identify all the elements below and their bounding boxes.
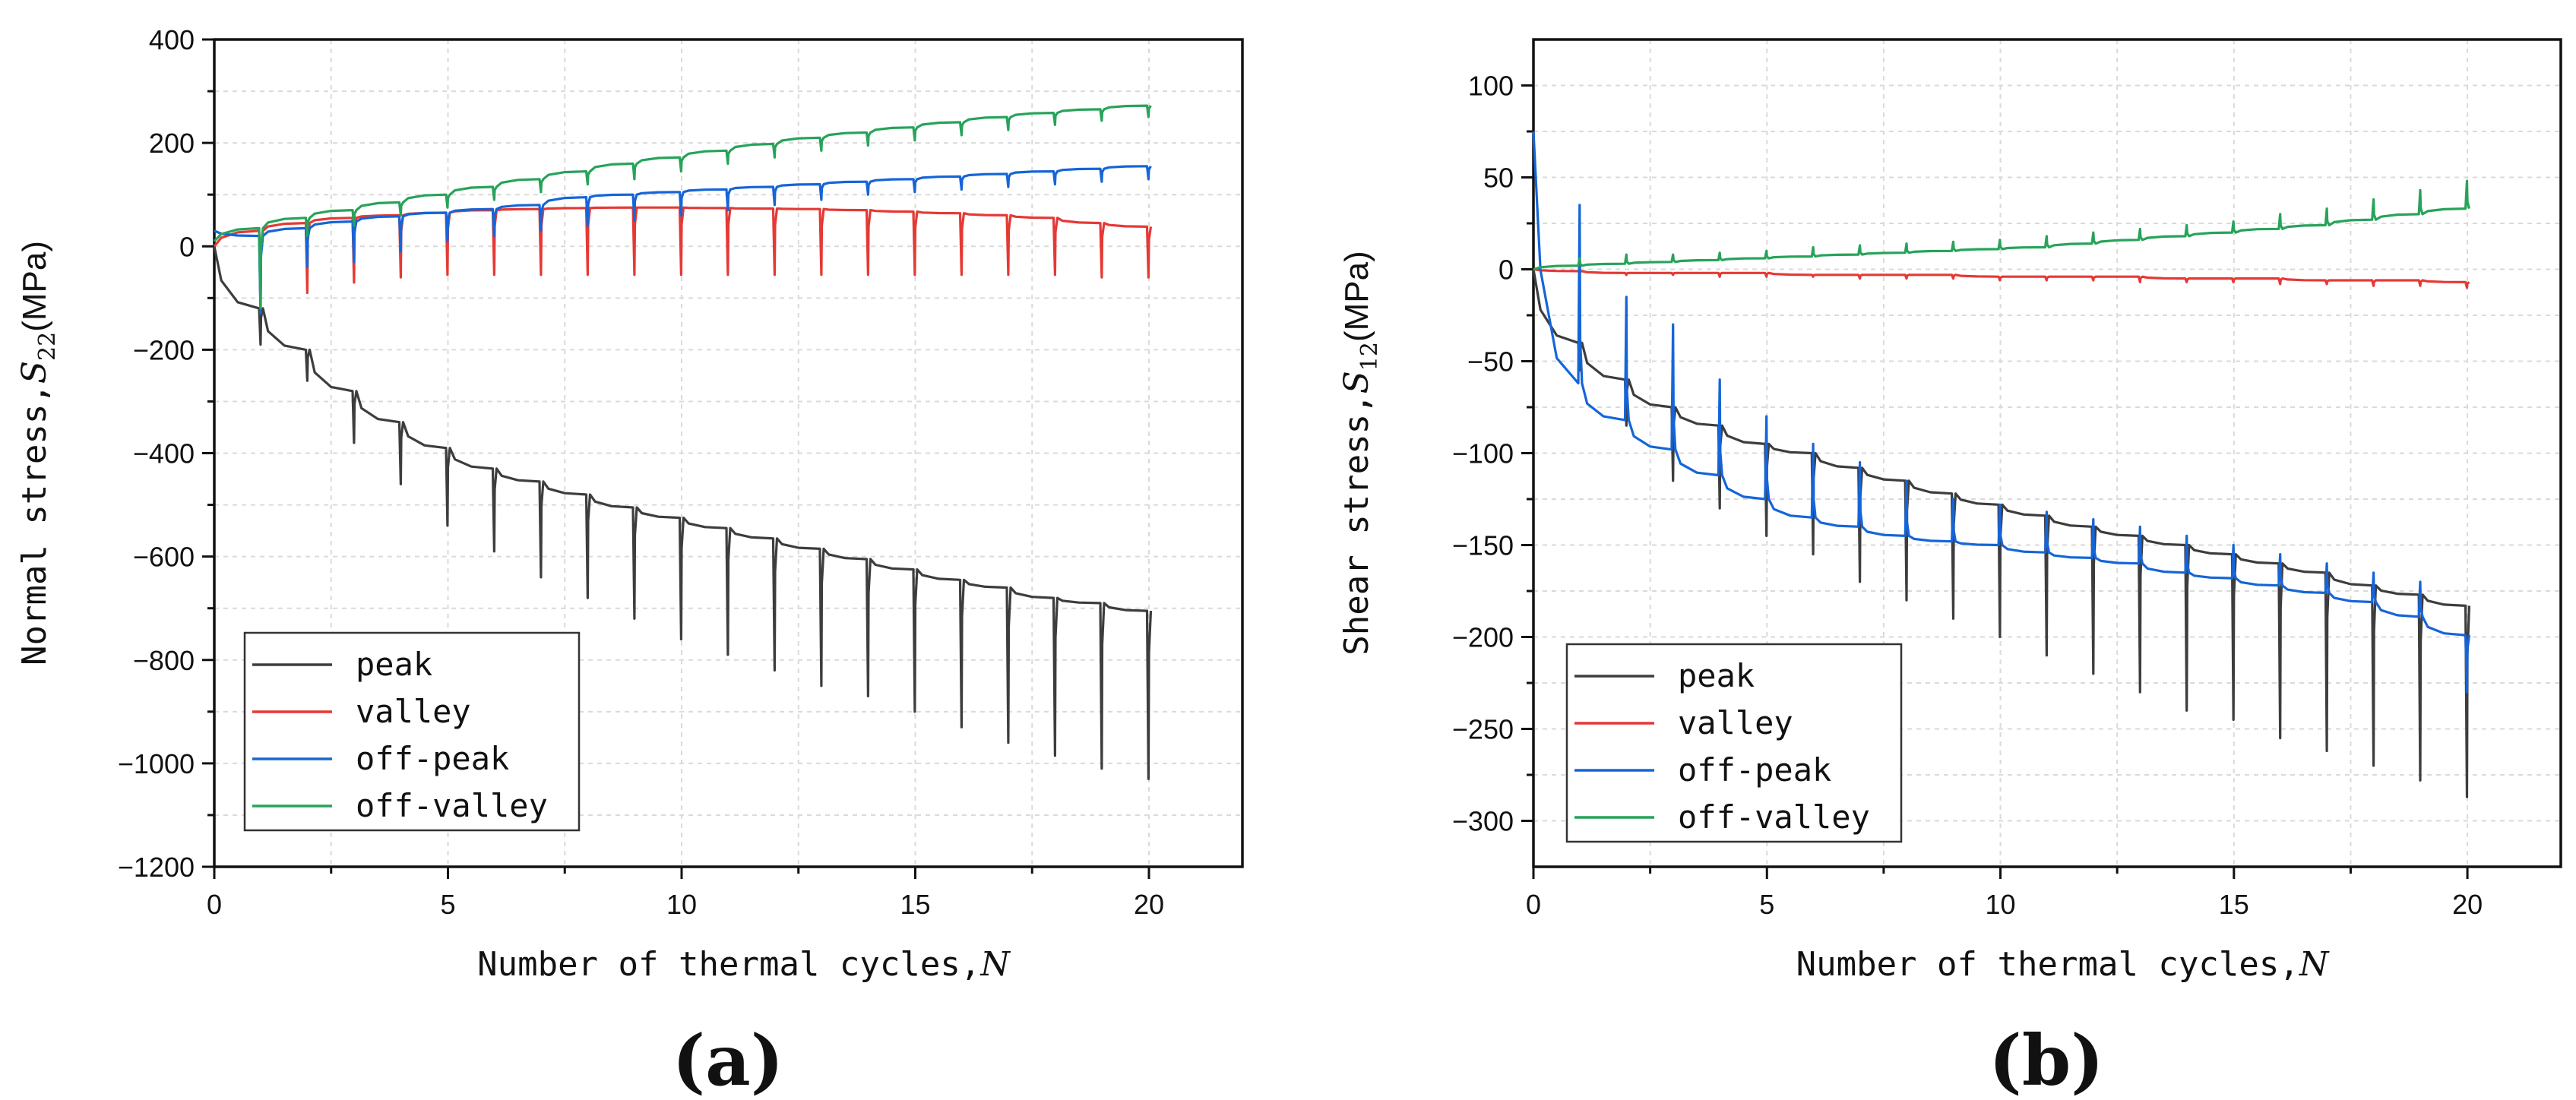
y-tick-label: 50 [1483, 163, 1514, 194]
chart-b: 0 5 10 15 20 −300 −250 −200 −150 −100 −50 0 50 100 Num… [1337, 38, 2562, 1100]
y-tick-label: −100 [1452, 438, 1514, 469]
x-tick-label: 5 [1759, 889, 1774, 920]
legend: peak valley off-peak off-valley [243, 631, 581, 832]
legend-label-off-valley: off-valley [1678, 798, 1870, 836]
grid [214, 40, 1242, 867]
y-tick-label: −50 [1467, 346, 1514, 378]
panel-label: (b) [1989, 1019, 2103, 1100]
y-tick-label: 0 [179, 231, 195, 262]
x-tick-label: 15 [900, 889, 930, 920]
legend-label-valley: valley [356, 693, 471, 730]
x-axis-title-var: N [979, 945, 1011, 984]
y-axis-title-sub: 12 [1356, 342, 1383, 371]
legend: peak valley off-peak off-valley [1565, 643, 1903, 843]
x-tick-label: 5 [440, 889, 455, 920]
series-line-peak [213, 245, 1153, 780]
y-tick-label: −600 [133, 542, 195, 573]
y-axis-title-var: S [15, 361, 54, 384]
y-tick-label: −1200 [118, 852, 195, 883]
series-line-off-peak [214, 165, 1152, 315]
x-axis-title-text: Number of thermal cycles, [1796, 945, 2299, 984]
series-line-off-peak [1532, 131, 2471, 694]
y-tick-label: 100 [1468, 71, 1514, 102]
legend-label-peak: peak [356, 646, 432, 683]
legend-label-off-peak: off-peak [1678, 751, 1831, 789]
y-axis-title-var: S [1337, 371, 1376, 394]
x-tick-label: 20 [2452, 889, 2483, 920]
y-tick-label: −250 [1452, 714, 1514, 745]
panel-label: (a) [672, 1019, 784, 1100]
x-axis-title: Number of thermal cycles,N [1796, 945, 2330, 984]
series-line-off-valley [1533, 179, 2471, 271]
legend-label-off-peak: off-peak [356, 740, 509, 777]
x-tick-label: 0 [1526, 889, 1541, 920]
y-axis-title-unit: (MPa) [16, 241, 53, 332]
legend-label-peak: peak [1678, 657, 1755, 694]
y-tick-label: −200 [1452, 622, 1514, 653]
series-line-peak [1532, 269, 2471, 798]
y-axis-title-sub: 22 [34, 332, 61, 361]
x-axis-title-var: N [2299, 945, 2330, 984]
series-line-valley [213, 206, 1153, 299]
y-tick-label: −200 [133, 334, 195, 365]
x-axis-title-text: Number of thermal cycles, [477, 945, 980, 984]
x-tick-label: 10 [1986, 889, 2016, 920]
y-tick-label: 200 [149, 128, 195, 159]
chart-a: 0 5 10 15 20 −1200 −1000 −800 −600 −400 −200 0 200 40… [15, 24, 1244, 1100]
series-line-off-valley [213, 104, 1152, 310]
y-tick-label: −150 [1452, 530, 1514, 561]
x-axis-title: Number of thermal cycles,N [477, 945, 1011, 984]
y-axis-title: Normal stress,S22(MPa) [15, 241, 61, 665]
y-axis-title-unit: (MPa) [1338, 251, 1375, 342]
y-tick-label: −300 [1452, 806, 1514, 837]
x-tick-label: 15 [2219, 889, 2249, 920]
y-tick-label: −400 [133, 438, 195, 469]
x-tick-label: 10 [666, 889, 697, 920]
series-line-valley [1533, 267, 2470, 289]
y-axis-title-text: Normal stress, [15, 384, 54, 665]
y-tick-label: 400 [149, 24, 195, 55]
legend-label-valley: valley [1678, 704, 1793, 741]
x-tick-label: 20 [1134, 889, 1164, 920]
y-axis-title-text: Shear stress, [1337, 394, 1376, 655]
y-axis-title: Shear stress,S12(MPa) [1337, 251, 1383, 656]
y-tick-label: 0 [1498, 254, 1514, 286]
y-tick-label: −1000 [118, 748, 195, 779]
x-tick-label: 0 [207, 889, 222, 920]
y-tick-label: −800 [133, 645, 195, 676]
legend-label-off-valley: off-valley [356, 787, 548, 824]
